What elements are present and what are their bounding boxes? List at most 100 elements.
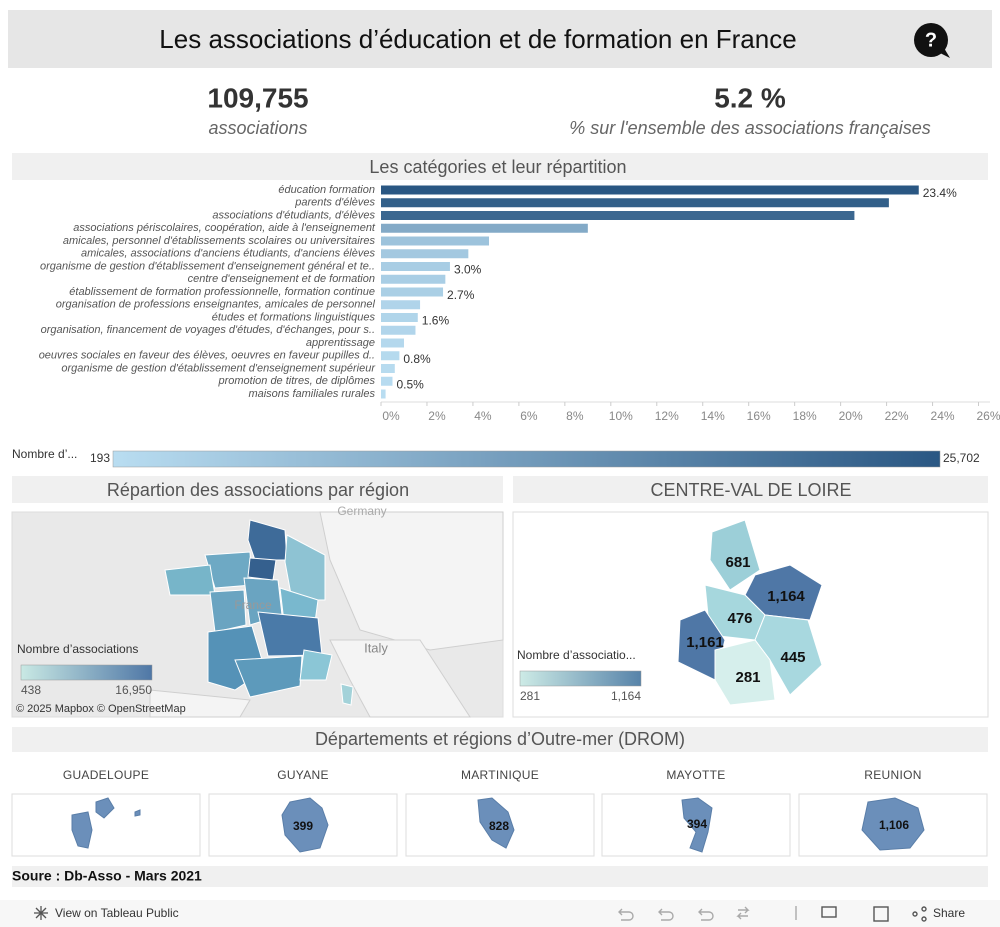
category-label: apprentissage	[306, 337, 375, 349]
kpi-label: % sur l'ensemble des associations frança…	[569, 118, 931, 138]
color-scale-min: 193	[90, 451, 110, 465]
map-legend-scale	[20, 664, 153, 681]
bar	[381, 364, 395, 373]
map-legend-max: 16,950	[115, 683, 152, 697]
title: Les associations d’éducation et de forma…	[159, 24, 796, 54]
drom-value: 1,106	[879, 818, 909, 832]
department-label: 281	[735, 669, 760, 686]
kpi-value: 109,755	[207, 82, 308, 113]
drom-name: REUNION	[864, 768, 921, 782]
category-label: organisme de gestion d'établissement d'e…	[61, 362, 376, 374]
centre-legend-min: 281	[520, 689, 540, 703]
source: Soure : Db-Asso - Mars 2021	[12, 868, 202, 884]
drom-name: MAYOTTE	[666, 768, 725, 782]
bar	[381, 287, 444, 297]
bar	[381, 300, 421, 310]
x-tick-label: 10%	[609, 409, 633, 423]
value-label: 0.5%	[396, 377, 424, 391]
drom-name: GUADELOUPE	[63, 768, 149, 782]
x-tick-label: 20%	[839, 409, 863, 423]
tableau-icon	[34, 906, 48, 920]
bar	[381, 185, 919, 195]
help-icon[interactable]	[914, 23, 948, 57]
bar	[381, 338, 404, 348]
value-label: 1.6%	[422, 314, 450, 328]
bar	[381, 313, 418, 322]
x-tick-label: 8%	[566, 409, 584, 423]
kpi-label: associations	[208, 118, 307, 138]
category-label: promotion de titres, de diplômes	[217, 375, 375, 387]
category-label: oeuvres sociales en faveur des élèves, o…	[39, 350, 375, 362]
bar	[381, 249, 469, 259]
kpi-value: 5.2 %	[714, 82, 786, 113]
category-label: organisme de gestion d'établissement d'e…	[40, 260, 375, 272]
toolbar	[0, 900, 1000, 927]
category-label: éducation formation	[278, 184, 375, 196]
category-label: amicales, personnel d'établissements sco…	[63, 235, 376, 247]
x-tick-label: 26%	[976, 409, 1000, 423]
map-attribution: © 2025 Mapbox © OpenStreetMap	[16, 703, 186, 715]
x-tick-label: 12%	[655, 409, 679, 423]
category-label: amicales, associations d'anciens étudian…	[81, 248, 376, 260]
centre-legend-max: 1,164	[611, 689, 641, 703]
department-label: 1,161	[686, 634, 724, 651]
bar	[381, 376, 393, 386]
drom-title: Départements et régions d’Outre-mer (DRO…	[315, 729, 685, 749]
map-title: Répartion des associations par région	[107, 480, 409, 500]
bar	[381, 262, 450, 271]
chart-title: Les catégories et leur répartition	[369, 157, 626, 177]
section-header	[12, 476, 503, 503]
map-legend-min: 438	[21, 683, 41, 697]
view-link[interactable]: View on Tableau Public	[55, 906, 179, 920]
x-tick-label: 2%	[428, 409, 446, 423]
x-tick-label: 0%	[382, 409, 400, 423]
bar	[381, 236, 490, 246]
centre-legend-scale	[519, 670, 642, 687]
x-tick-label: 18%	[793, 409, 817, 423]
bar	[381, 211, 855, 220]
value-label: 0.8%	[403, 352, 431, 366]
value-label: 2.7%	[447, 288, 475, 302]
bar	[381, 223, 588, 233]
department-label: 681	[725, 554, 750, 571]
x-tick-label: 16%	[747, 409, 771, 423]
place-label: France	[234, 598, 272, 612]
drom-value: 394	[687, 817, 707, 831]
x-tick-label: 22%	[885, 409, 909, 423]
title-bar	[8, 10, 992, 68]
category-label: organisation de professions enseignantes…	[56, 299, 376, 311]
department-label: 1,164	[767, 588, 805, 605]
category-label: associations périscolaires, coopération,…	[73, 222, 376, 234]
value-label: 3.0%	[454, 263, 482, 277]
drom-value: 828	[489, 819, 509, 833]
source-bar	[12, 866, 988, 887]
drom-name: GUYANE	[277, 768, 329, 782]
value-label: 23.4%	[923, 186, 957, 200]
toolbar-icons	[618, 906, 927, 922]
category-label: établissement de formation professionnel…	[69, 286, 375, 298]
department-label: 445	[780, 649, 805, 666]
category-label: parents d'élèves	[294, 197, 375, 209]
bar	[381, 351, 400, 361]
color-scale	[112, 450, 941, 468]
centre-title: CENTRE-VAL DE LOIRE	[650, 480, 851, 500]
category-label: maisons familiales rurales	[248, 388, 375, 400]
regions	[164, 519, 354, 706]
color-scale-title: Nombre d’...	[12, 447, 77, 461]
section-header	[12, 153, 988, 180]
help-text[interactable]: ?	[925, 29, 937, 51]
departments	[677, 519, 823, 706]
section-header	[12, 727, 988, 752]
section-header	[513, 476, 988, 503]
drom-name: MARTINIQUE	[461, 768, 539, 782]
category-label: organisation, financement de voyages d'é…	[41, 324, 375, 336]
department-label: 476	[727, 610, 752, 627]
category-label: études et formations linguistiques	[212, 311, 376, 323]
color-scale-max: 25,702	[943, 451, 980, 465]
bar	[381, 274, 446, 284]
category-label: associations d'étudiants, d'élèves	[212, 209, 375, 221]
share-button[interactable]: Share	[933, 906, 965, 920]
neighbours	[149, 511, 504, 718]
bar	[381, 389, 386, 399]
x-tick-label: 14%	[701, 409, 725, 423]
